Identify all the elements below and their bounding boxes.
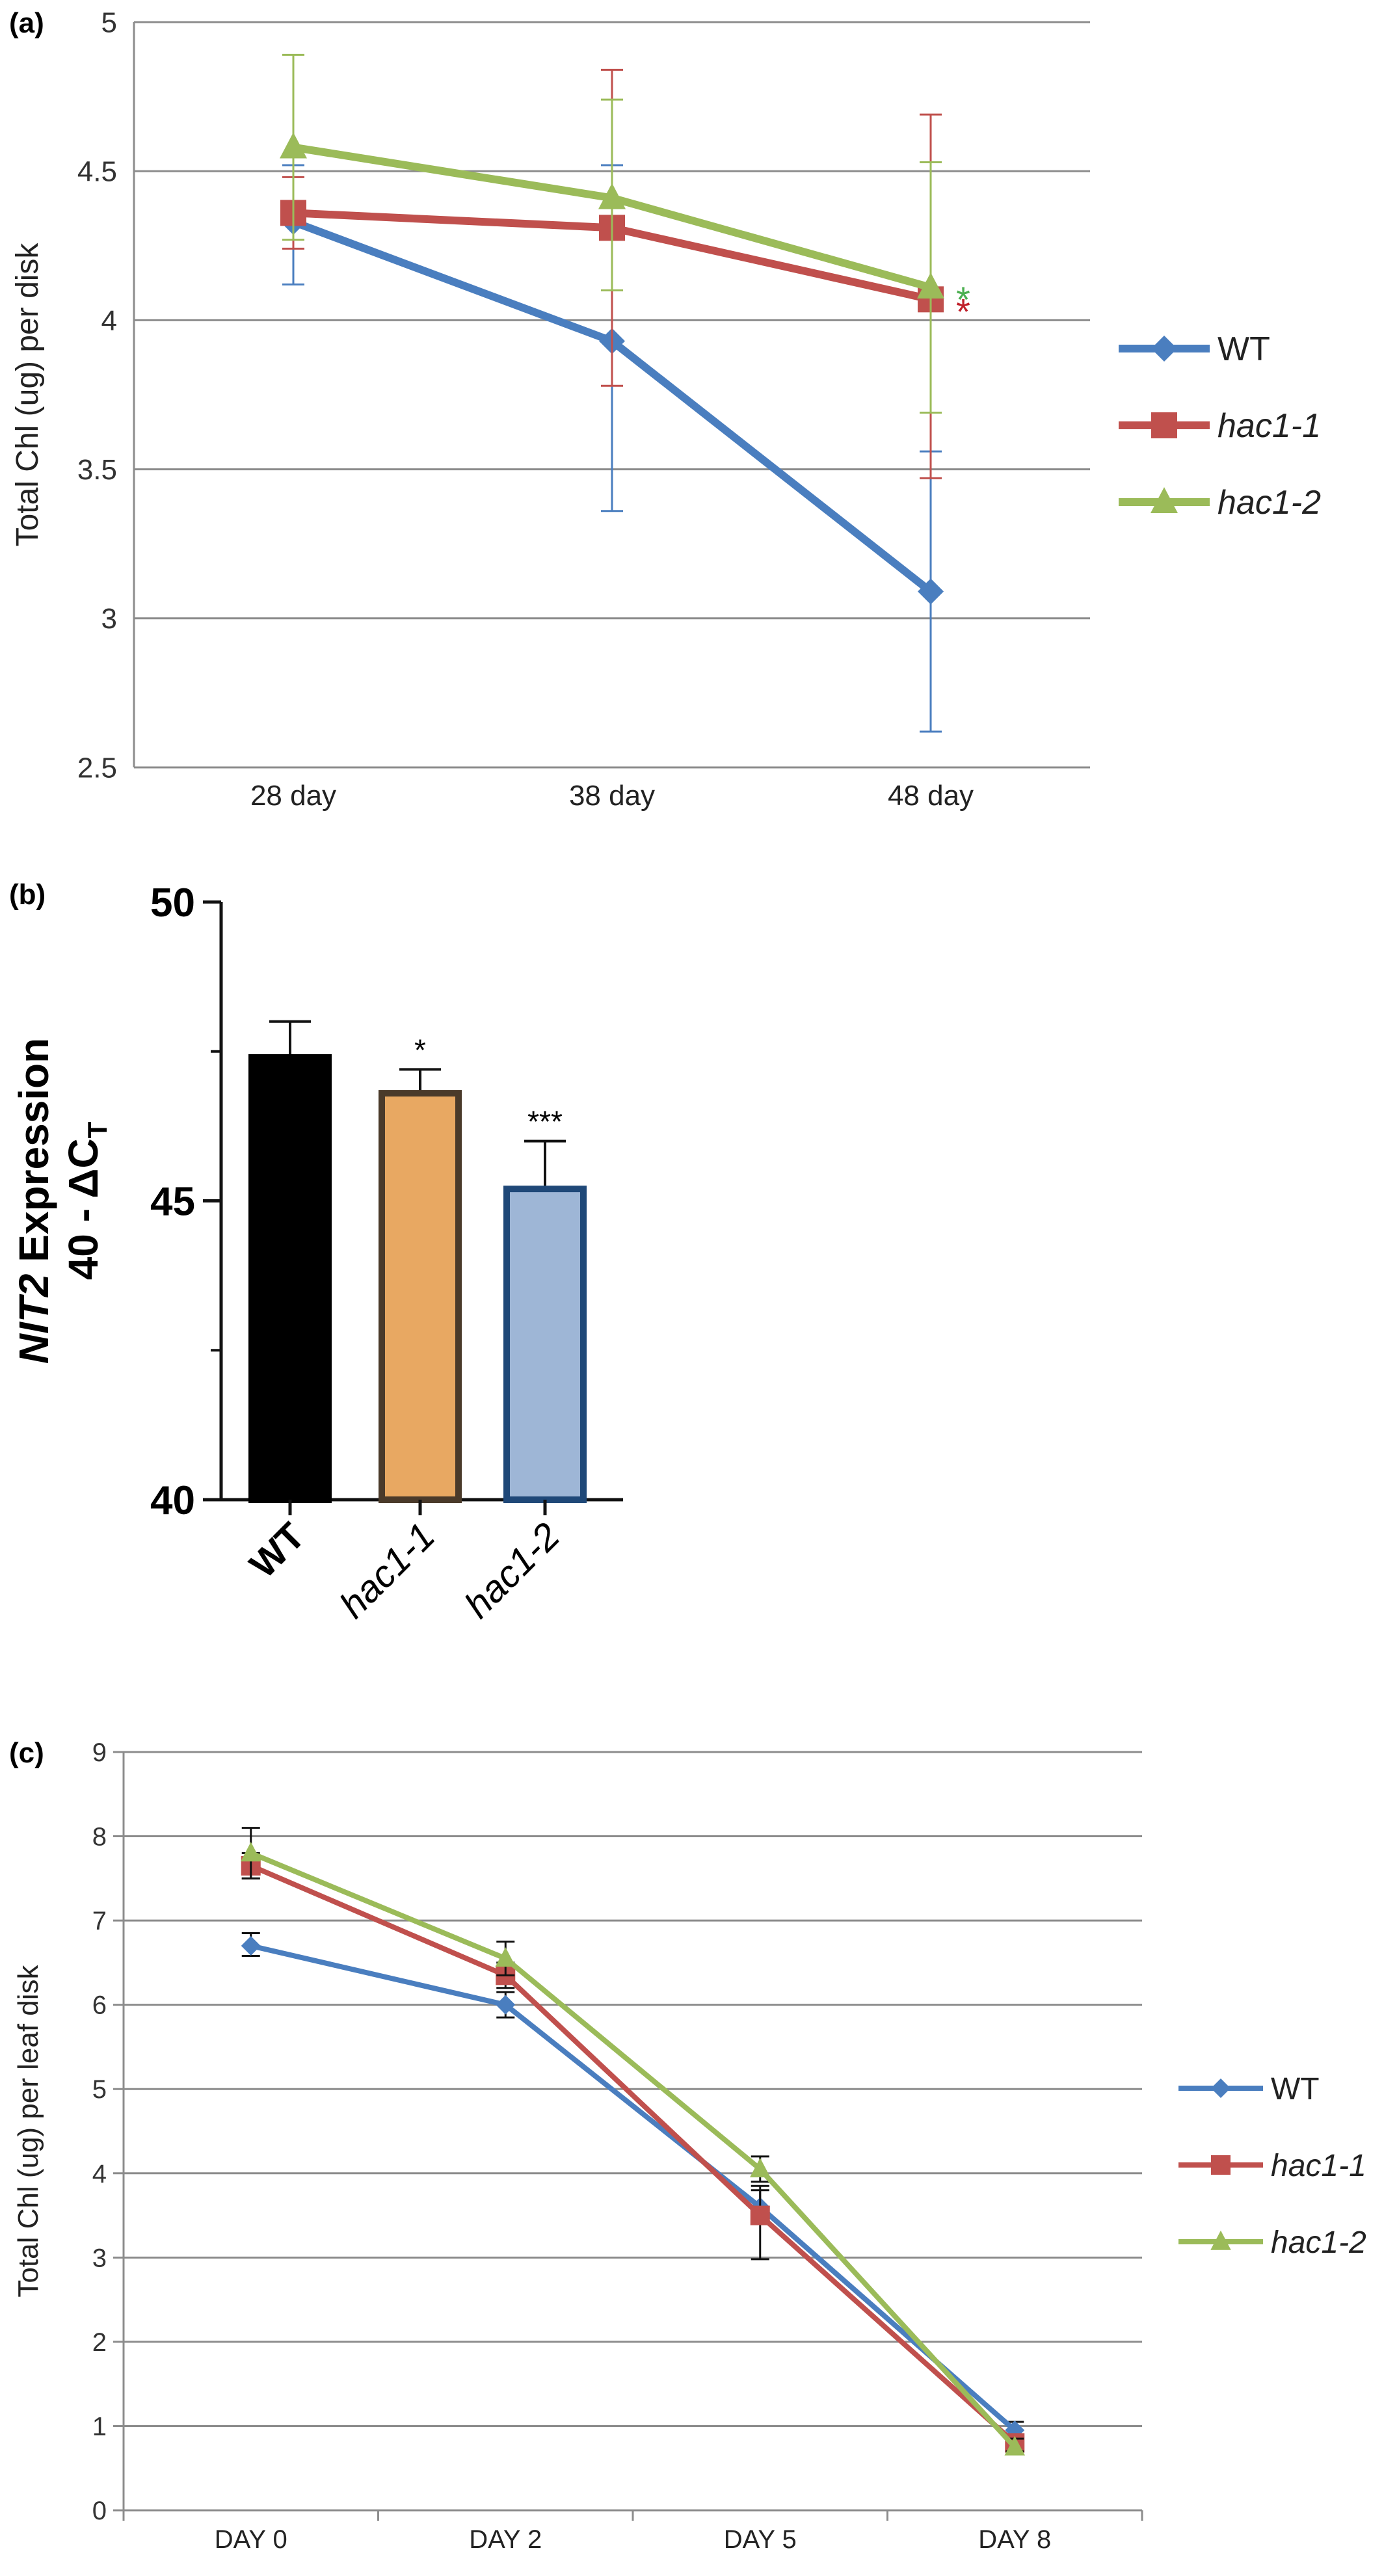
significance-marker: * xyxy=(956,291,970,332)
data-point xyxy=(918,578,944,605)
y-tick-label: 5 xyxy=(101,7,117,38)
series-line xyxy=(250,1863,1017,2445)
y-tick-label: 9 xyxy=(92,1738,107,1767)
legend-label: hac1-1 xyxy=(1218,407,1321,445)
y-tick-label: 3 xyxy=(101,603,117,635)
x-tick-label: 28 day xyxy=(250,780,336,812)
x-tick-label: DAY 0 xyxy=(215,2525,287,2554)
y-axis-label-rest: Expression xyxy=(10,1038,57,1274)
panel-label: (a) xyxy=(9,7,44,39)
y-axis-label-delta-ct: 40 - ΔC xyxy=(60,1138,107,1280)
y-axis-label: Total Chl (ug) per disk xyxy=(10,243,45,547)
legend-label: WT xyxy=(1218,330,1270,368)
y-tick-label: 5 xyxy=(92,2075,107,2104)
series-hac1-1 xyxy=(241,1852,1025,2453)
y-tick-label: 2.5 xyxy=(77,752,117,784)
series-hac1-2 xyxy=(280,53,944,414)
bar xyxy=(379,1090,462,1503)
y-axis-label: Total Chl (ug) per leaf disk xyxy=(12,1964,44,2297)
panel-a-line-chart: (a) 2.5 3 3.5 4 4.5 5 28 day 38 day 48 day Total C… xyxy=(9,7,1321,812)
x-tick-label: DAY 5 xyxy=(724,2525,797,2554)
legend-label: hac1-1 xyxy=(1271,2149,1366,2183)
y-tick-label: 7 xyxy=(92,1907,107,1935)
legend-label: WT xyxy=(1271,2072,1320,2106)
y-tick-label: 4.5 xyxy=(77,156,117,188)
x-tick-label: hac1-2 xyxy=(457,1515,568,1626)
panel-c-line-chart: (c) 0 1 2 3 4 5 6 7 8 9 DAY 0 DAY 2 DAY 5 DAY 8 Total C… xyxy=(9,1737,1366,2554)
y-tick-label: 3.5 xyxy=(77,454,117,486)
x-tick-label: 38 day xyxy=(569,780,655,812)
series-hac1-2 xyxy=(241,1827,1025,2456)
legend-marker xyxy=(1211,2155,1231,2175)
data-point xyxy=(241,1935,261,1956)
y-tick-label: 2 xyxy=(92,2328,107,2357)
series-line xyxy=(250,1943,1017,2432)
x-tick-label: DAY 2 xyxy=(469,2525,542,2554)
data-point xyxy=(750,2158,771,2178)
y-axis-label-subscript: T xyxy=(82,1121,113,1138)
y-tick-label: 8 xyxy=(92,1823,107,1852)
data-point xyxy=(598,183,626,209)
legend-marker xyxy=(1151,336,1177,362)
x-tick-label: DAY 8 xyxy=(978,2525,1051,2554)
y-axis-label-line2: 40 - ΔCT xyxy=(60,1121,113,1280)
y-axis-label-gene: NIT2 xyxy=(10,1274,57,1364)
y-tick-label: 4 xyxy=(92,2160,107,2188)
data-point xyxy=(917,272,944,299)
bar xyxy=(248,1054,332,1503)
legend-marker xyxy=(1211,2078,1231,2098)
x-tick-label: hac1-1 xyxy=(332,1515,443,1626)
bar xyxy=(503,1186,587,1503)
y-axis-label: NIT2 Expression xyxy=(10,1038,57,1364)
panel-label: (c) xyxy=(9,1737,44,1769)
y-tick-label: 45 xyxy=(150,1180,195,1225)
legend-marker xyxy=(1151,487,1178,513)
y-tick-label: 3 xyxy=(92,2244,107,2272)
series-line xyxy=(250,1850,1017,2449)
y-tick-label: 6 xyxy=(92,1991,107,2020)
significance-marker: *** xyxy=(527,1105,563,1139)
series-WT xyxy=(241,1932,1025,2440)
data-point xyxy=(1004,2436,1025,2456)
legend-label: hac1-2 xyxy=(1218,484,1321,522)
y-tick-label: 4 xyxy=(101,305,117,337)
y-tick-label: 0 xyxy=(92,2497,107,2525)
legend-marker xyxy=(1210,2230,1231,2250)
significance-marker: * xyxy=(414,1033,426,1067)
significance-marker: * xyxy=(956,279,970,320)
legend-label: hac1-2 xyxy=(1271,2225,1366,2260)
y-tick-label: 1 xyxy=(92,2412,107,2441)
panel-label: (b) xyxy=(9,879,46,910)
y-tick-label: 50 xyxy=(150,881,195,925)
data-point xyxy=(495,1947,516,1967)
x-tick-label: WT xyxy=(241,1515,313,1586)
legend-marker xyxy=(1151,412,1177,438)
panel-b-bar-chart: (b) 40 45 50 WT * hac1-1 *** hac1-2 NIT2 Expressi… xyxy=(9,879,623,1627)
data-point xyxy=(750,2205,770,2225)
x-tick-label: 48 day xyxy=(888,780,974,812)
data-point xyxy=(280,132,307,159)
y-tick-label: 40 xyxy=(150,1478,195,1523)
data-point xyxy=(496,1995,516,2015)
data-point xyxy=(241,1842,261,1862)
